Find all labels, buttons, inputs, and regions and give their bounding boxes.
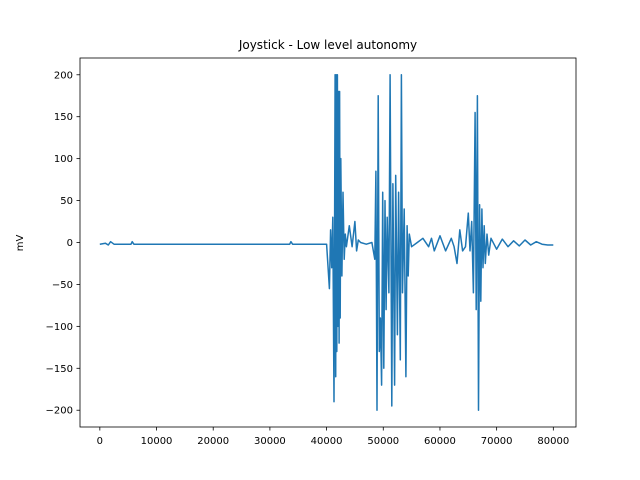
x-tick-label: 30000 [254, 436, 286, 447]
x-tick-label: 20000 [197, 436, 229, 447]
series-line [99, 74, 554, 411]
x-tick-label: 10000 [141, 436, 173, 447]
x-tick-label: 40000 [311, 436, 343, 447]
x-tick-label: 60000 [424, 436, 456, 447]
y-tick-label: 0 [67, 238, 73, 249]
y-axis-label: mV [15, 235, 26, 252]
y-axis: −200 −150 −100 −50 0 50 100 150 200 [46, 70, 80, 417]
x-tick-label: 50000 [367, 436, 399, 447]
chart-title: Joystick - Low level autonomy [238, 38, 417, 52]
y-tick-label: 100 [54, 154, 73, 165]
y-tick-label: −100 [46, 322, 73, 333]
plot-area [99, 74, 554, 411]
x-tick-label: 70000 [481, 436, 513, 447]
y-tick-label: −150 [46, 364, 73, 375]
x-tick-label: 80000 [537, 436, 569, 447]
x-tick-label: 0 [97, 436, 103, 447]
x-axis: 0 10000 20000 30000 40000 50000 60000 70000 8000… [97, 427, 569, 447]
y-tick-label: −200 [46, 406, 73, 417]
y-tick-label: 150 [54, 112, 73, 123]
y-tick-label: 200 [54, 70, 73, 81]
y-tick-label: −50 [52, 280, 73, 291]
y-tick-label: 50 [60, 196, 73, 207]
